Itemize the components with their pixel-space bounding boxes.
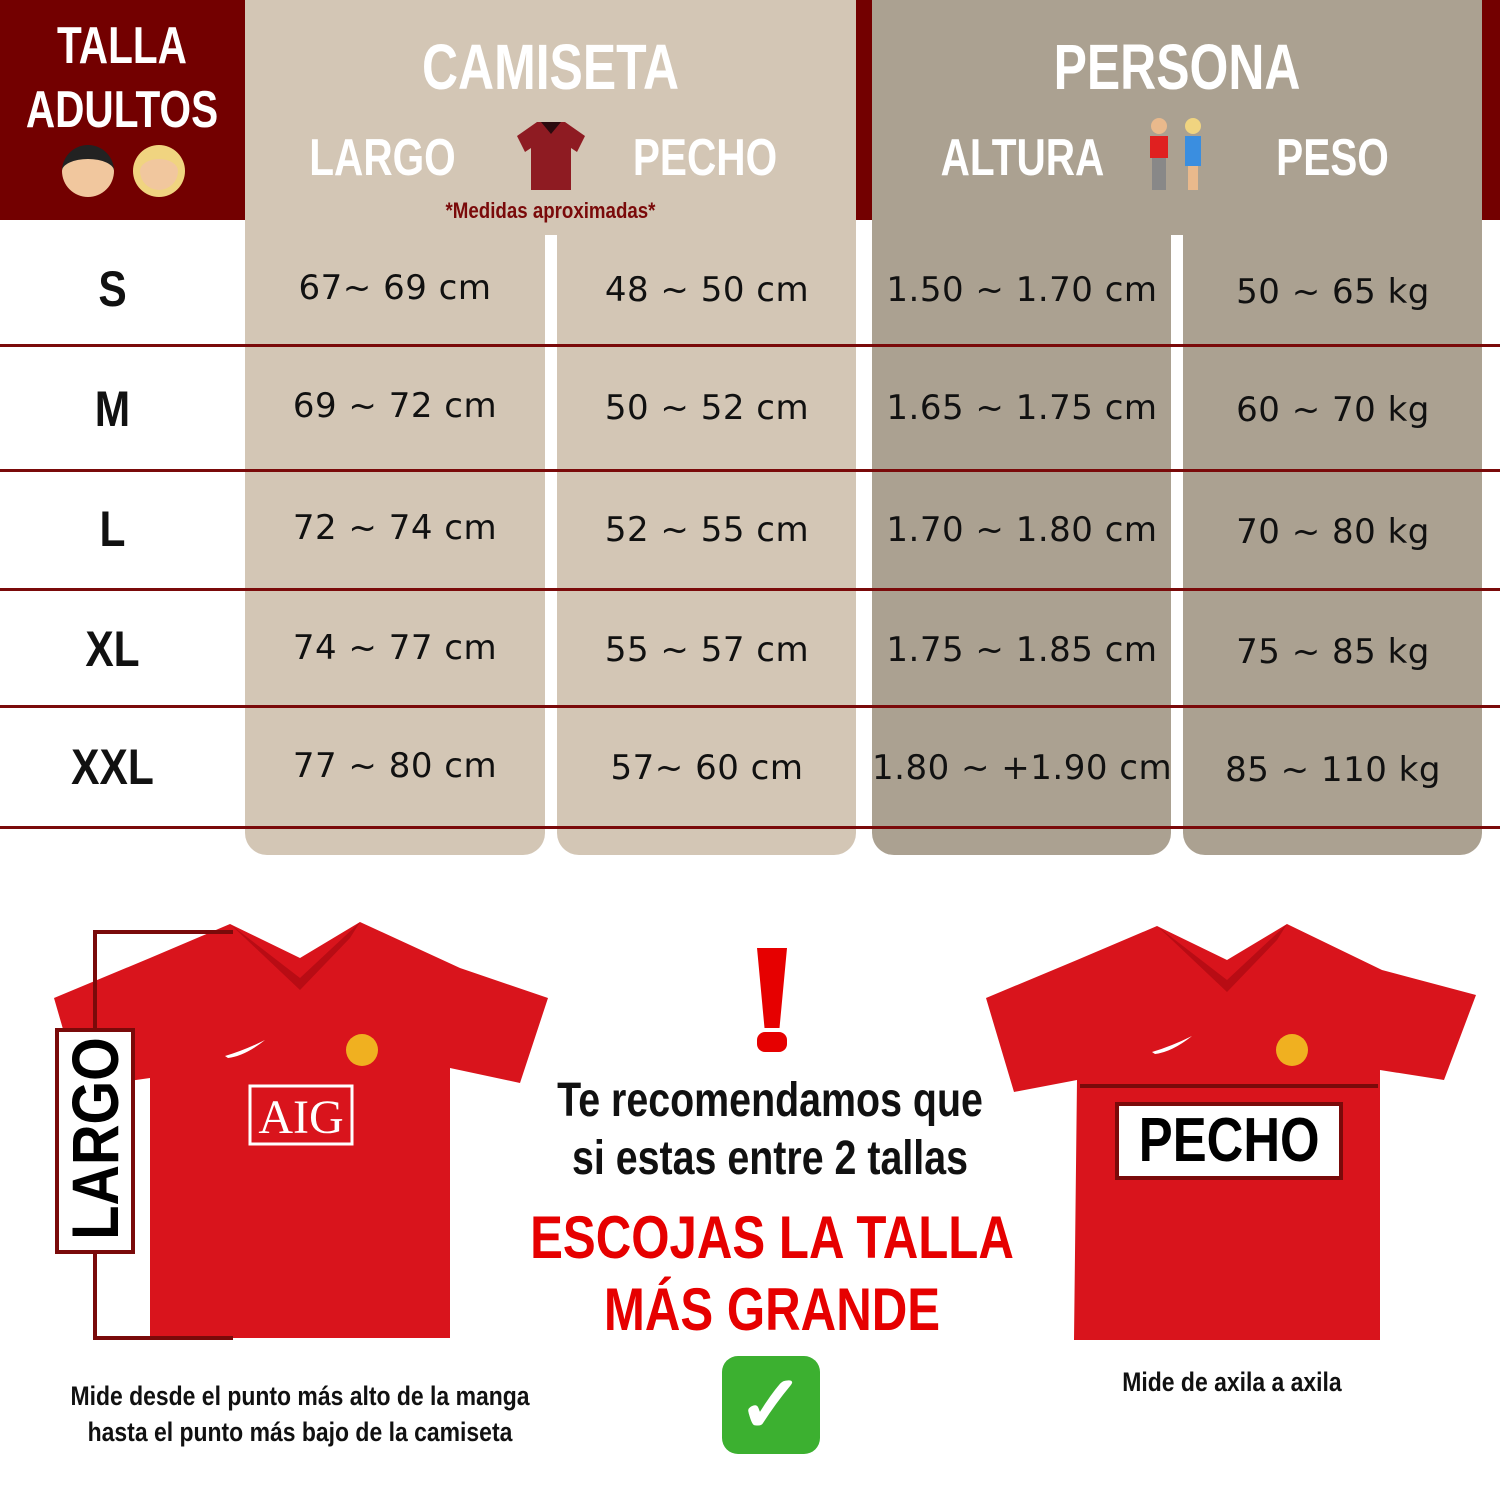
row-divider [0,344,1500,347]
couple-icon [1150,118,1201,190]
size-label: L [99,501,126,557]
check-icon: ✓ [722,1356,820,1454]
pecho-value: 50 ~ 52 cm [604,388,810,428]
pecho-value: 52 ~ 55 cm [604,510,810,550]
camiseta-title: CAMISETA [422,31,679,103]
pecho-value: 55 ~ 57 cm [604,630,810,670]
talla-title: TALLA ADULTOS [25,17,219,139]
pecho-caption: Mide de axila a axila [1122,1367,1342,1397]
pecho-label-box: PECHO [1115,1102,1343,1180]
size-label: XXL [71,739,154,795]
recommendation-highlight: ESCOJAS LA TALLA MÁS GRANDE [530,1204,1014,1343]
peso-value: 50 ~ 65 kg [1236,272,1430,312]
sponsor-logo: AIG [258,1091,343,1144]
exclamation-icon [757,948,787,1028]
altura-value: 1.65 ~ 1.75 cm [886,388,1158,428]
approx-note: *Medidas aproximadas* [445,198,656,223]
pecho-value: 57~ 60 cm [610,748,804,788]
size-label: M [94,381,131,437]
recommendation-text: Te recomendamos que si estas entre 2 tall… [557,1074,983,1185]
size-label: XL [85,621,140,677]
pecho-value: 48 ~ 50 cm [604,270,810,310]
altura-value: 1.75 ~ 1.85 cm [886,630,1158,670]
peso-value: 75 ~ 85 kg [1236,632,1430,672]
divider [1171,235,1183,855]
divider [545,235,557,855]
row-divider [0,469,1500,472]
largo-value: 77 ~ 80 cm [292,746,498,786]
shirt-image-largo: AIG [54,922,548,1338]
exclamation-dot [757,1032,787,1052]
adults-emoji-icons [62,145,186,210]
camiseta-header [245,0,856,235]
largo-value: 72 ~ 74 cm [292,508,498,548]
row-divider [0,588,1500,591]
peso-value: 60 ~ 70 kg [1236,390,1430,430]
club-crest-icon [346,1034,378,1066]
largo-value: 74 ~ 77 cm [292,628,498,668]
man-icon [62,145,114,197]
row-divider [0,826,1500,829]
pecho-label: PECHO [1138,1106,1320,1175]
altura-header: ALTURA [940,129,1105,187]
largo-value: 69 ~ 72 cm [292,386,498,426]
pecho-measure-line [1080,1084,1378,1088]
peso-header: PESO [1276,129,1389,187]
largo-label-box: LARGO [55,1028,135,1254]
largo-header: LARGO [309,129,456,187]
largo-caption: Mide desde el punto más alto de la manga… [70,1381,530,1447]
row-divider [0,705,1500,708]
persona-header [872,0,1482,235]
largo-value: 67~ 69 cm [298,268,492,308]
altura-value: 1.70 ~ 1.80 cm [886,510,1158,550]
woman-icon [133,145,186,197]
altura-value: 1.80 ~ +1.90 cm [872,748,1173,788]
polo-shirt-icon [517,122,585,190]
peso-value: 85 ~ 110 kg [1225,750,1441,790]
brand-swoosh-icon [225,1040,265,1058]
persona-title: PERSONA [1053,31,1301,103]
largo-label: LARGO [58,1037,132,1240]
spacer [0,220,245,230]
pecho-header: PECHO [632,129,778,187]
peso-value: 70 ~ 80 kg [1236,512,1430,552]
size-label: S [98,261,127,317]
altura-value: 1.50 ~ 1.70 cm [886,270,1158,310]
